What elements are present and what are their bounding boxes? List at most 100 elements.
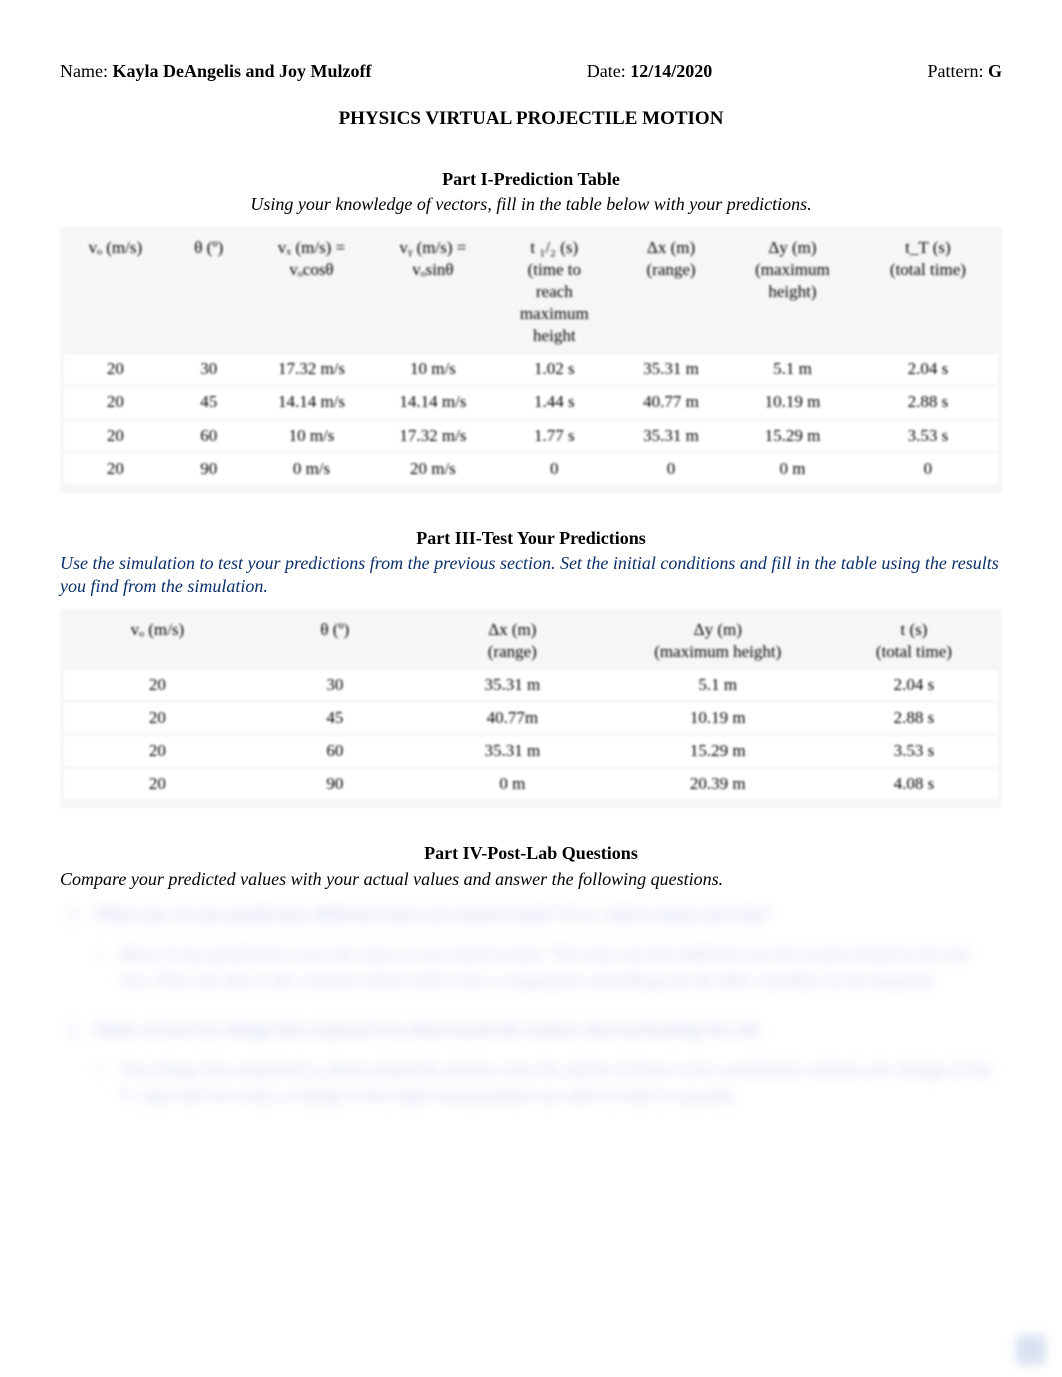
table-cell: 40.77 m <box>615 386 727 419</box>
table-cell: 1.44 s <box>494 386 615 419</box>
table-cell: 15.29 m <box>606 735 830 768</box>
table-row: 203017.32 m/s10 m/s1.02 s35.31 m5.1 m2.0… <box>64 353 998 386</box>
table-cell: 2.88 s <box>830 702 998 735</box>
q2-answer: ○ Two things that surprised us about pro… <box>94 1056 1002 1108</box>
table-cell: 45 <box>251 702 419 735</box>
table-cell: 2.04 s <box>830 669 998 702</box>
table-header: vₓ (m/s) =vₒcosθ <box>251 233 372 353</box>
table-header: t ₁/₂ (s)(time toreachmaximumheight <box>494 233 615 353</box>
table-cell: 20 <box>64 669 251 702</box>
table-cell: 2.88 s <box>858 386 998 419</box>
table-header: Δy (m)(maximumheight) <box>727 233 858 353</box>
date-value: 12/14/2020 <box>630 61 712 81</box>
table-cell: 0 <box>615 452 727 485</box>
pattern-value: G <box>988 61 1002 81</box>
table-cell: 20 <box>64 768 251 801</box>
table-row: 206010 m/s17.32 m/s1.77 s35.31 m15.29 m3… <box>64 419 998 452</box>
q1-answer: ○ Most of my predictions were the same a… <box>94 941 1002 993</box>
table-cell: 10 m/s <box>251 419 372 452</box>
table-header: t (s)(total time) <box>830 615 998 669</box>
table-cell: 0 <box>858 452 998 485</box>
post-lab-questions: 1. When any of your predictions differen… <box>60 901 1002 1108</box>
table-cell: 5.1 m <box>606 669 830 702</box>
q2-text: Name at least two things that surprised … <box>94 1019 762 1039</box>
table-cell: 14.14 m/s <box>372 386 493 419</box>
table-cell: 30 <box>251 669 419 702</box>
table-cell: 20 <box>64 702 251 735</box>
header-name: Name: Kayla DeAngelis and Joy Mulzoff <box>60 60 371 83</box>
table-cell: 14.14 m/s <box>251 386 372 419</box>
name-label: Name: <box>60 61 112 81</box>
table-row: 206035.31 m15.29 m3.53 s <box>64 735 998 768</box>
table-header: θ (º) <box>167 233 251 353</box>
table-cell: 90 <box>167 452 251 485</box>
table-row: 20900 m/s20 m/s000 m0 <box>64 452 998 485</box>
table-cell: 30 <box>167 353 251 386</box>
table-cell: 4.08 s <box>830 768 998 801</box>
table-header: θ (º) <box>251 615 419 669</box>
page-title: PHYSICS VIRTUAL PROJECTILE MOTION <box>60 107 1002 132</box>
table-cell: 17.32 m/s <box>372 419 493 452</box>
pattern-label: Pattern: <box>927 61 988 81</box>
table-cell: 10.19 m <box>606 702 830 735</box>
table-cell: 20 <box>64 419 167 452</box>
part1-table-wrap: vₒ (m/s)θ (º)vₓ (m/s) =vₒcosθvᵧ (m/s) =v… <box>60 227 1002 493</box>
part1-subtitle: Using your knowledge of vectors, fill in… <box>60 193 1002 216</box>
table-cell: 3.53 s <box>830 735 998 768</box>
table-cell: 20.39 m <box>606 768 830 801</box>
table-cell: 10 m/s <box>372 353 493 386</box>
table-cell: 2.04 s <box>858 353 998 386</box>
table-cell: 0 <box>494 452 615 485</box>
date-label: Date: <box>587 61 630 81</box>
table-header: Δy (m)(maximum height) <box>606 615 830 669</box>
q1-answer-text: Most of my predictions were the same as … <box>120 944 970 990</box>
q1-number: 1. <box>68 901 82 927</box>
table-row: 204514.14 m/s14.14 m/s1.44 s40.77 m10.19… <box>64 386 998 419</box>
part4-title: Part IV-Post-Lab Questions <box>60 842 1002 865</box>
question-2: 2. Name at least two things that surpris… <box>94 1016 1002 1108</box>
table-cell: 17.32 m/s <box>251 353 372 386</box>
table-cell: 10.19 m <box>727 386 858 419</box>
table-cell: 45 <box>167 386 251 419</box>
results-table: vₒ (m/s)θ (º)Δx (m)(range)Δy (m)(maximum… <box>64 615 998 803</box>
header-date: Date: 12/14/2020 <box>587 60 713 83</box>
table-row: 203035.31 m5.1 m2.04 s <box>64 669 998 702</box>
table-cell: 1.77 s <box>494 419 615 452</box>
table-cell: 0 m/s <box>251 452 372 485</box>
table-cell: 90 <box>251 768 419 801</box>
part3-table-wrap: vₒ (m/s)θ (º)Δx (m)(range)Δy (m)(maximum… <box>60 609 1002 809</box>
bullet-icon: ○ <box>94 941 105 967</box>
table-cell: 60 <box>167 419 251 452</box>
table-cell: 35.31 m <box>419 669 606 702</box>
part1-title: Part I-Prediction Table <box>60 168 1002 191</box>
table-header: vᵧ (m/s) =vₒsinθ <box>372 233 493 353</box>
table-cell: 60 <box>251 735 419 768</box>
table-cell: 1.02 s <box>494 353 615 386</box>
table-cell: 5.1 m <box>727 353 858 386</box>
table-cell: 0 m <box>419 768 606 801</box>
question-1: 1. When any of your predictions differen… <box>94 901 1002 993</box>
table-cell: 35.31 m <box>615 419 727 452</box>
table-cell: 40.77m <box>419 702 606 735</box>
table-cell: 15.29 m <box>727 419 858 452</box>
table-cell: 20 <box>64 452 167 485</box>
table-row: 204540.77m10.19 m2.88 s <box>64 702 998 735</box>
table-cell: 3.53 s <box>858 419 998 452</box>
q2-answer-text: Two things that surprised us about proje… <box>120 1059 992 1105</box>
table-cell: 0 m <box>727 452 858 485</box>
header-pattern: Pattern: G <box>927 60 1002 83</box>
table-cell: 35.31 m <box>615 353 727 386</box>
table-cell: 20 <box>64 353 167 386</box>
bullet-icon: ○ <box>94 1056 105 1082</box>
table-header: Δx (m)(range) <box>615 233 727 353</box>
name-value: Kayla DeAngelis and Joy Mulzoff <box>112 61 371 81</box>
part3-title: Part III-Test Your Predictions <box>60 527 1002 550</box>
table-cell: 20 <box>64 735 251 768</box>
table-cell: 20 <box>64 386 167 419</box>
table-cell: 35.31 m <box>419 735 606 768</box>
table-header: Δx (m)(range) <box>419 615 606 669</box>
part4-subtitle: Compare your predicted values with your … <box>60 868 1002 891</box>
prediction-table: vₒ (m/s)θ (º)vₓ (m/s) =vₒcosθvᵧ (m/s) =v… <box>64 233 998 487</box>
table-header: t_T (s)(total time) <box>858 233 998 353</box>
table-row: 20900 m20.39 m4.08 s <box>64 768 998 801</box>
